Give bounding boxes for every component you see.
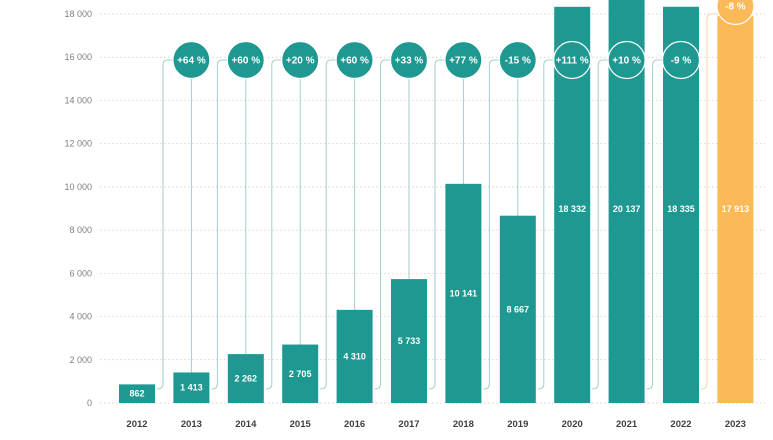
y-axis-ticks: 0 2 000 4 000 6 000 8 000 10 000 12 000 14 000 1… — [64, 9, 92, 408]
percent-change-label: -9 % — [671, 56, 692, 67]
percent-badge — [281, 40, 320, 80]
percent-change-label: +77 % — [449, 56, 478, 67]
bar-value-label: 8 667 — [507, 304, 530, 314]
x-tick-label: 2018 — [453, 419, 474, 430]
y-tick-label: 0 — [87, 398, 92, 408]
percent-badge — [389, 40, 429, 80]
y-tick-label: 18 000 — [64, 9, 92, 19]
percent-change-label: +60 % — [231, 56, 260, 67]
y-tick-label: 14 000 — [64, 95, 92, 105]
bar — [173, 372, 210, 403]
bar — [119, 384, 155, 403]
x-tick-label: 2013 — [181, 419, 202, 430]
bar-value-label: 18 335 — [667, 204, 695, 214]
bar-value-label: 10 141 — [450, 288, 478, 298]
percent-change-label: +111 % — [556, 56, 589, 67]
bar-value-label: 20 137 — [613, 204, 641, 214]
percent-badge — [498, 40, 537, 80]
bar — [499, 215, 536, 403]
bar-value-label: 18 332 — [558, 204, 586, 214]
bar — [391, 279, 427, 403]
y-tick-label: 2 000 — [69, 355, 92, 365]
y-tick-label: 8 000 — [69, 225, 92, 235]
bar-value-label: 17 913 — [722, 204, 750, 214]
y-tick-label: 16 000 — [64, 52, 92, 62]
bar — [227, 354, 264, 403]
x-tick-label: 2014 — [235, 419, 257, 430]
x-tick-label: 2016 — [344, 419, 365, 430]
percent-badge — [553, 40, 592, 80]
y-tick-label: 4 000 — [69, 312, 92, 322]
bar — [717, 15, 754, 404]
connector-line — [265, 59, 301, 395]
y-tick-label: 6 000 — [69, 268, 92, 278]
bar-value-label: 5 733 — [398, 336, 421, 346]
x-tick-label: 2021 — [616, 419, 638, 430]
percent-change-label: +10 % — [612, 56, 641, 67]
percent-change-label: +64 % — [177, 56, 206, 67]
percent-badge — [716, 0, 755, 26]
gridlines — [100, 13, 765, 404]
x-tick-label: 2019 — [507, 419, 528, 430]
percent-change-label: +20 % — [286, 56, 315, 67]
bar-value-label: 2 705 — [289, 369, 312, 379]
connector-line — [156, 59, 192, 395]
x-tick-label: 2015 — [290, 419, 312, 430]
bar — [336, 309, 373, 403]
bar — [445, 183, 482, 403]
x-tick-label: 2012 — [126, 419, 147, 430]
bar-value-labels: 862 1 413 2 262 2 705 4 310 5 733 10 141 8 667 1… — [129, 204, 749, 399]
percent-badge — [607, 40, 646, 80]
bar — [282, 344, 319, 403]
y-tick-label: 10 000 — [64, 182, 92, 192]
percent-change-label: -8 % — [725, 2, 746, 13]
percent-badge — [335, 40, 374, 80]
x-tick-label: 2020 — [562, 419, 583, 430]
percent-badge — [444, 40, 483, 80]
y-tick-label: 12 000 — [64, 139, 92, 149]
percent-change-label: -15 % — [505, 56, 531, 67]
bar-value-label: 2 262 — [235, 374, 258, 384]
percent-change-label: +33 % — [395, 56, 424, 67]
percent-change-label: +60 % — [340, 56, 369, 67]
x-tick-label: 2017 — [398, 419, 419, 430]
bar-value-label: 862 — [129, 389, 144, 399]
connector-line — [211, 59, 247, 395]
percent-badge — [172, 40, 211, 80]
x-tick-label: 2023 — [725, 419, 746, 430]
percent-badge — [661, 40, 701, 80]
x-axis-ticks: 2012 2013 2014 2015 2016 2017 2018 2019 2020 2021… — [126, 419, 746, 430]
bar-value-label: 4 310 — [343, 351, 366, 361]
percent-change-badges: +64 % +60 % +20 % +60 % +33 % +77 % -15 % +111 … — [172, 0, 755, 80]
x-tick-label: 2022 — [670, 419, 691, 430]
bar-value-label: 1 413 — [180, 383, 203, 393]
percent-badge — [226, 40, 265, 80]
